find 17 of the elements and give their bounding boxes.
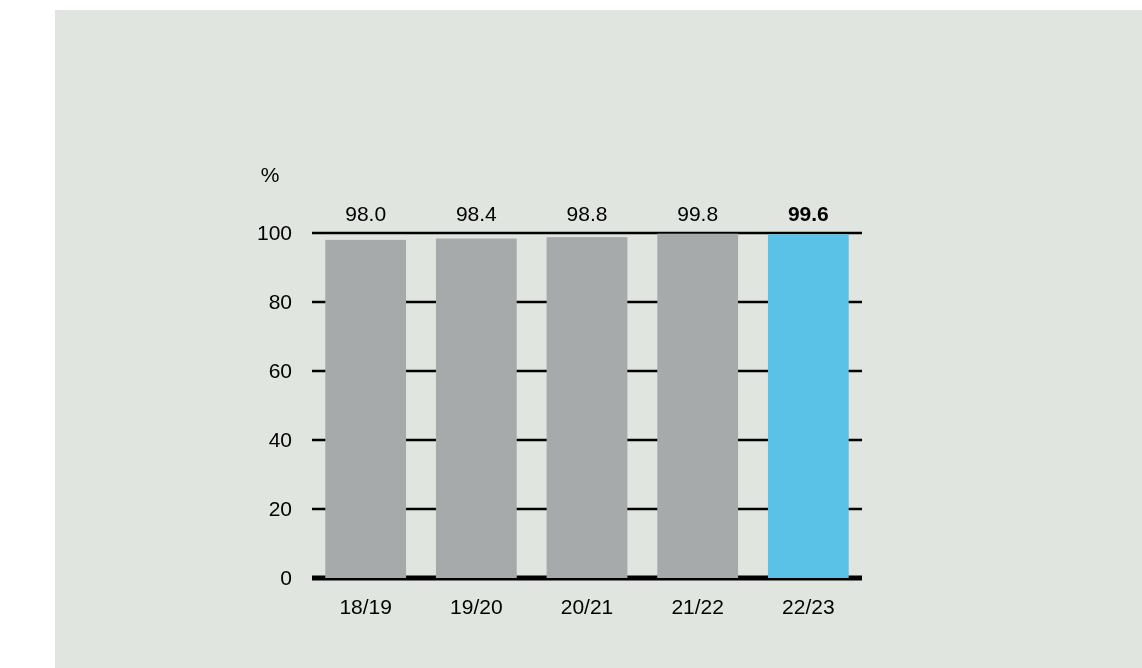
y-tick-label: 60 <box>268 359 292 383</box>
x-tick-label: 19/20 <box>450 595 503 618</box>
data-label: 98.0 <box>345 202 387 225</box>
y-tick-label: 100 <box>256 221 292 245</box>
y-tick-label: 80 <box>268 290 292 314</box>
x-tick-label: 20/21 <box>560 595 614 618</box>
x-tick-label: 22/23 <box>782 595 835 618</box>
x-tick-label: 18/19 <box>339 595 392 618</box>
x-tick-label: 21/22 <box>671 595 724 618</box>
data-label: 99.8 <box>677 202 719 225</box>
y-tick-label: 40 <box>268 428 292 452</box>
y-axis-title: % <box>260 163 280 186</box>
y-tick-label: 0 <box>280 566 292 590</box>
data-label: 99.6 <box>787 202 829 225</box>
data-label: 98.4 <box>455 202 498 225</box>
y-tick-label: 20 <box>268 497 292 521</box>
data-label: 98.8 <box>566 202 608 225</box>
